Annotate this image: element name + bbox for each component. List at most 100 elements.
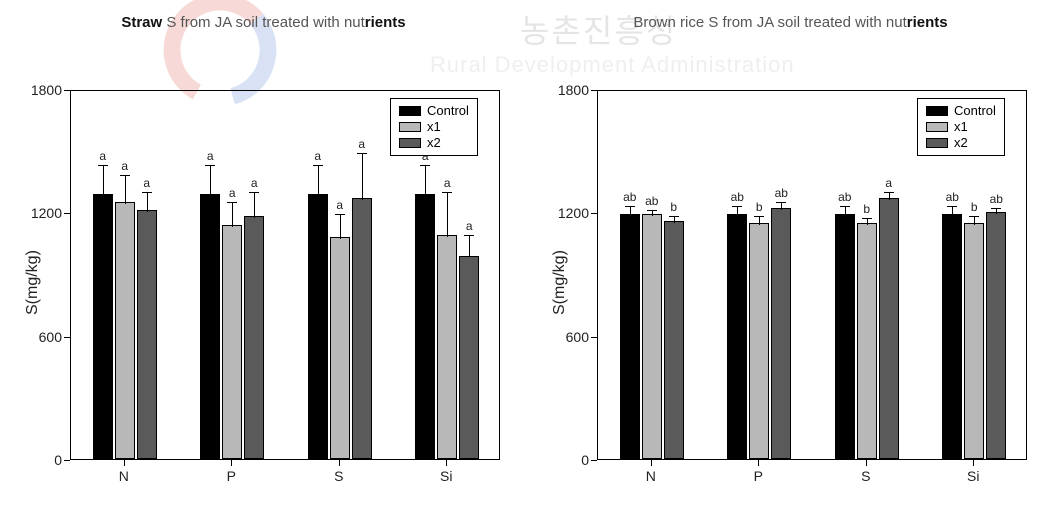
significance-label: a — [121, 159, 128, 173]
significance-label: a — [229, 186, 236, 200]
error-bar — [362, 153, 363, 200]
bar — [749, 223, 769, 459]
error-cap — [754, 216, 764, 217]
significance-label: a — [207, 149, 214, 163]
legend-swatch — [926, 106, 948, 116]
significance-label: b — [756, 200, 763, 214]
panel-title: Brown rice S from JA soil treated with n… — [633, 14, 947, 31]
bar — [459, 256, 479, 460]
legend: Controlx1x2 — [390, 98, 478, 156]
y-tick-label: 0 — [539, 452, 589, 468]
significance-label: ab — [775, 186, 788, 200]
error-bar — [318, 165, 319, 196]
x-tick-label: Si — [967, 468, 979, 484]
error-cap — [227, 202, 237, 203]
error-bar — [630, 206, 631, 216]
panel-title: Straw S from JA soil treated with nutrie… — [121, 14, 405, 31]
bar — [222, 225, 242, 459]
x-tick-label: S — [861, 468, 870, 484]
error-cap — [442, 192, 452, 193]
error-bar — [845, 206, 846, 216]
error-cap — [420, 165, 430, 166]
bar — [771, 208, 791, 459]
error-bar — [103, 165, 104, 196]
chart-panels: Straw S from JA soil treated with nutrie… — [0, 0, 1054, 521]
panel-rice: Brown rice S from JA soil treated with n… — [527, 0, 1054, 521]
tick-mark — [124, 460, 125, 466]
significance-label: a — [885, 176, 892, 190]
legend-swatch — [926, 122, 948, 132]
legend-item: x2 — [399, 135, 469, 151]
bar — [857, 223, 877, 459]
legend-swatch — [399, 122, 421, 132]
error-cap — [991, 208, 1001, 209]
x-tick-label: S — [334, 468, 343, 484]
legend: Controlx1x2 — [917, 98, 1005, 156]
error-cap — [142, 192, 152, 193]
error-cap — [969, 216, 979, 217]
error-bar — [425, 165, 426, 196]
error-bar — [125, 175, 126, 204]
legend-item: Control — [926, 103, 996, 119]
legend-label: x1 — [427, 119, 441, 135]
x-tick-label: Si — [440, 468, 452, 484]
bar — [415, 194, 435, 459]
error-bar — [952, 206, 953, 216]
significance-label: b — [971, 200, 978, 214]
tick-mark — [758, 460, 759, 466]
error-cap — [464, 235, 474, 236]
error-cap — [98, 165, 108, 166]
bar — [879, 198, 899, 459]
tick-mark — [64, 90, 70, 91]
error-cap — [313, 165, 323, 166]
tick-mark — [446, 460, 447, 466]
legend-item: x1 — [926, 119, 996, 135]
tick-mark — [231, 460, 232, 466]
bar — [620, 214, 640, 459]
error-bar — [974, 216, 975, 224]
error-cap — [205, 165, 215, 166]
tick-mark — [64, 213, 70, 214]
y-tick-label: 1200 — [539, 205, 589, 221]
error-cap — [776, 202, 786, 203]
bar — [986, 212, 1006, 459]
tick-mark — [339, 460, 340, 466]
tick-mark — [591, 460, 597, 461]
x-tick-label: P — [754, 468, 763, 484]
y-tick-label: 0 — [12, 452, 62, 468]
error-cap — [335, 214, 345, 215]
error-cap — [947, 206, 957, 207]
error-bar — [447, 192, 448, 237]
significance-label: a — [251, 176, 258, 190]
significance-label: a — [143, 176, 150, 190]
tick-mark — [591, 337, 597, 338]
legend-label: x2 — [954, 135, 968, 151]
tick-mark — [64, 460, 70, 461]
bar — [964, 223, 984, 459]
error-cap — [249, 192, 259, 193]
significance-label: ab — [838, 190, 851, 204]
error-cap — [840, 206, 850, 207]
error-cap — [862, 218, 872, 219]
error-cap — [357, 153, 367, 154]
y-tick-label: 600 — [12, 329, 62, 345]
bar — [93, 194, 113, 459]
legend-swatch — [399, 106, 421, 116]
error-bar — [232, 202, 233, 227]
tick-mark — [973, 460, 974, 466]
error-cap — [669, 216, 679, 217]
error-bar — [889, 192, 890, 200]
significance-label: ab — [645, 194, 658, 208]
significance-label: b — [670, 200, 677, 214]
bar — [664, 221, 684, 459]
legend-swatch — [399, 138, 421, 148]
error-bar — [340, 214, 341, 239]
y-axis-label: S(mg/kg) — [551, 250, 569, 315]
x-tick-label: P — [227, 468, 236, 484]
tick-mark — [591, 90, 597, 91]
error-bar — [469, 235, 470, 258]
tick-mark — [591, 213, 597, 214]
tick-mark — [866, 460, 867, 466]
error-bar — [759, 216, 760, 224]
significance-label: a — [358, 137, 365, 151]
